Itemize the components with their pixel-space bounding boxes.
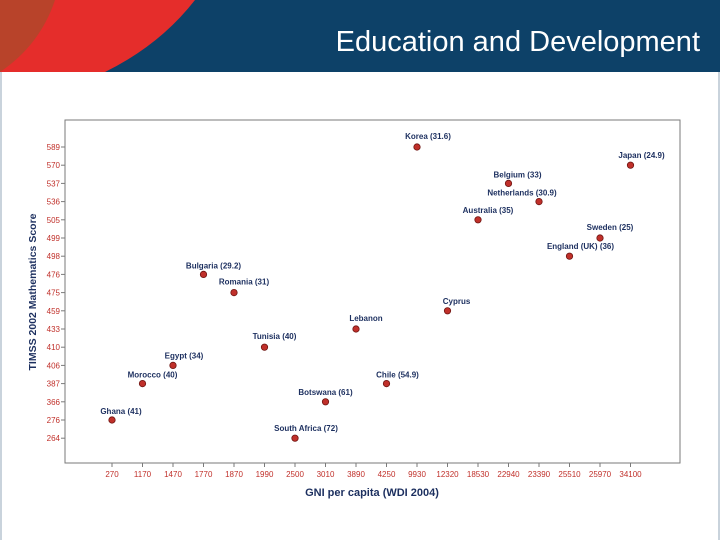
point-label: England (UK) (36) <box>547 242 614 251</box>
data-point <box>108 416 116 424</box>
point-label: Korea (31.6) <box>405 132 451 141</box>
x-tick-label: 34100 <box>619 470 642 479</box>
data-point <box>230 288 238 297</box>
point-label: Egypt (34) <box>165 351 204 360</box>
data-point <box>291 434 299 442</box>
x-tick-label: 18530 <box>467 470 490 479</box>
x-tick-label: 3890 <box>347 470 365 479</box>
y-tick-label: 366 <box>47 398 61 407</box>
data-point <box>169 361 177 369</box>
x-tick-label: 4250 <box>378 470 396 479</box>
right-border <box>718 72 720 540</box>
x-axis-ticks: 270 1170 1470 1770 1870 1990 2500 3010 3890 4250 9… <box>105 463 642 479</box>
x-tick-label: 9930 <box>408 470 426 479</box>
x-tick-label: 22940 <box>497 470 520 479</box>
point-label: Belgium (33) <box>493 170 541 179</box>
y-tick-label: 498 <box>47 252 61 261</box>
data-point <box>626 161 635 169</box>
point-label: Sweden (25) <box>587 223 634 232</box>
y-tick-label: 536 <box>47 198 61 207</box>
point-label: Australia (35) <box>463 206 514 215</box>
point-label: Netherlands (30.9) <box>487 189 557 198</box>
y-axis-label: TIMSS 2002 Mathematics Score <box>27 213 39 370</box>
point-label: Tunisia (40) <box>253 332 297 341</box>
point-label: South Africa (72) <box>274 424 338 433</box>
data-point <box>443 307 452 315</box>
data-point <box>596 234 604 242</box>
y-tick-label: 410 <box>47 343 61 352</box>
data-point <box>382 379 391 388</box>
y-tick-label: 276 <box>47 416 61 425</box>
data-point <box>413 143 421 151</box>
data-point <box>321 398 330 406</box>
point-label: Bulgaria (29.2) <box>186 261 241 270</box>
y-tick-label: 499 <box>47 234 61 243</box>
data-point <box>504 179 513 187</box>
y-tick-label: 537 <box>47 179 61 188</box>
x-tick-label: 1770 <box>195 470 213 479</box>
y-tick-label: 264 <box>47 434 61 443</box>
y-tick-label: 476 <box>47 270 61 279</box>
x-tick-label: 1990 <box>256 470 274 479</box>
data-point <box>138 379 147 388</box>
x-tick-label: 25970 <box>589 470 612 479</box>
y-tick-label: 387 <box>47 380 61 389</box>
data-point <box>535 198 543 206</box>
x-tick-label: 2500 <box>286 470 304 479</box>
y-tick-label: 459 <box>47 307 61 316</box>
x-tick-label: 25510 <box>558 470 581 479</box>
y-tick-label: 505 <box>47 216 61 225</box>
y-axis-ticks: 589 570 537 536 505 499 498 476 475 459 433 410 406 3… <box>47 143 65 443</box>
data-point <box>260 343 269 351</box>
point-label: Romania (31) <box>219 278 270 287</box>
plot-area <box>64 119 681 464</box>
x-tick-label: 1870 <box>225 470 243 479</box>
y-tick-label: 570 <box>47 161 61 170</box>
x-tick-label: 1170 <box>134 470 152 479</box>
x-axis-label: GNI per capita (WDI 2004) <box>305 487 439 499</box>
y-tick-label: 475 <box>47 289 61 298</box>
point-label: Morocco (40) <box>128 371 178 380</box>
orange-swoosh <box>0 0 55 72</box>
x-tick-label: 270 <box>105 470 119 479</box>
data-point <box>352 325 360 333</box>
y-tick-label: 589 <box>47 143 61 152</box>
x-tick-label: 1470 <box>164 470 182 479</box>
left-border <box>0 72 2 540</box>
x-tick-label: 23390 <box>528 470 551 479</box>
x-tick-label: 3010 <box>317 470 335 479</box>
header-decoration <box>0 0 195 72</box>
red-swoosh <box>0 0 195 72</box>
point-label: Botswana (61) <box>298 388 353 397</box>
data-point <box>565 252 574 260</box>
x-tick-label: 12320 <box>436 470 459 479</box>
point-label: Japan (24.9) <box>618 151 665 160</box>
slide-title: Education and Development <box>335 26 700 58</box>
point-label: Cyprus <box>443 297 471 306</box>
data-point <box>199 270 208 278</box>
slide-header: Education and Development <box>0 0 720 72</box>
point-label: Ghana (41) <box>100 407 142 416</box>
y-tick-label: 433 <box>47 325 61 334</box>
y-tick-label: 406 <box>47 361 61 370</box>
data-points: Korea (31.6) Japan (24.9) Belgium (33) Neth… <box>100 132 665 442</box>
data-point <box>474 216 482 224</box>
point-label: Lebanon <box>349 314 382 323</box>
point-label: Chile (54.9) <box>376 371 419 380</box>
